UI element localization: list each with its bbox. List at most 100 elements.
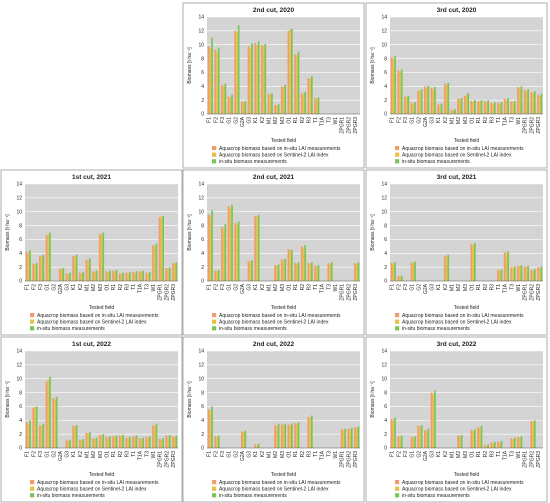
bar: [138, 438, 141, 448]
bar: [399, 71, 401, 114]
x-tick-label: G3: [65, 284, 71, 291]
y-tick-label: 6: [384, 237, 387, 243]
bar: [85, 259, 88, 281]
x-tick-label: W1: [516, 284, 522, 292]
x-tick-label: R1: [111, 451, 117, 458]
x-tick-label: G2: [416, 451, 422, 458]
bar: [314, 265, 316, 281]
x-tick-label: G2A: [58, 450, 64, 461]
chart-title: 3rd cut, 2022: [437, 341, 477, 348]
bar: [125, 272, 128, 281]
bar: [214, 49, 217, 114]
x-tick-label: G1: [45, 284, 51, 291]
bar: [138, 271, 141, 281]
bar: [82, 271, 85, 281]
bar: [242, 432, 245, 448]
bar: [39, 256, 41, 281]
bar: [35, 406, 38, 448]
x-tick-label: R1: [293, 451, 299, 458]
bar: [512, 102, 514, 114]
bar: [503, 98, 506, 114]
x-tick-label: G1: [410, 284, 416, 291]
x-tick-label: T1A: [503, 283, 509, 293]
bar: [474, 429, 476, 448]
bar: [234, 30, 237, 114]
bar: [414, 436, 416, 448]
bar: [434, 86, 436, 114]
bar: [497, 269, 499, 281]
x-tick-label: M3: [280, 451, 286, 458]
x-tick-label: M3: [463, 451, 469, 458]
x-tick-label: G2A: [240, 283, 246, 294]
y-tick-label: 2: [201, 98, 204, 104]
x-tick-label: F3: [403, 117, 409, 123]
x-tick-label: ZPGR3: [536, 451, 542, 468]
plot-area: [390, 351, 543, 448]
legend-label: Aquacrop biomass based on in-situ LAI me…: [219, 146, 341, 152]
bar: [447, 254, 450, 281]
bar: [315, 266, 318, 281]
bar: [394, 417, 396, 448]
bar: [254, 444, 257, 448]
bar: [500, 269, 503, 281]
x-tick-label: F2: [396, 284, 402, 290]
x-tick-label: G1: [410, 451, 416, 458]
x-tick-label: R3: [489, 117, 495, 124]
x-tick-label: F1: [207, 284, 213, 290]
x-tick-label: ZPGR2: [164, 451, 170, 468]
y-tick-label: 0: [201, 112, 204, 118]
x-tick-label: W1: [333, 451, 339, 459]
bar: [237, 221, 240, 281]
y-tick-label: 12: [381, 363, 387, 369]
bar: [498, 442, 501, 448]
bar: [427, 428, 430, 448]
bar: [503, 251, 506, 281]
bar: [304, 244, 307, 281]
bar: [460, 98, 463, 114]
bar: [390, 262, 393, 281]
bar: [513, 100, 516, 114]
x-tick-label: W1: [151, 284, 157, 292]
bar: [517, 86, 519, 114]
bar: [98, 233, 101, 281]
y-axis-label: Biomass [t·ha⁻¹]: [5, 214, 11, 251]
bar: [440, 103, 443, 114]
bar: [507, 98, 510, 114]
bar: [147, 273, 149, 281]
bar: [52, 398, 55, 448]
y-tick-label: 14: [381, 15, 387, 21]
bar: [397, 436, 400, 448]
bar: [247, 260, 250, 281]
y-tick-label: 4: [384, 84, 387, 90]
bar: [532, 270, 534, 281]
y-axis-label: Biomass [t·ha⁻¹]: [187, 214, 193, 251]
bar: [458, 99, 461, 114]
bar: [222, 86, 225, 114]
bar: [80, 273, 83, 281]
x-tick-label: M2: [456, 284, 462, 291]
y-tick-label: 8: [384, 56, 387, 62]
x-tick-label: ZPGR1: [340, 284, 346, 301]
bar: [463, 95, 466, 114]
bar: [168, 267, 171, 281]
x-tick-label: G2A: [240, 450, 246, 461]
bar: [540, 266, 543, 281]
bar: [102, 232, 105, 281]
bar: [330, 262, 333, 281]
bar: [87, 260, 90, 281]
y-tick-label: 14: [381, 349, 387, 355]
bar: [229, 207, 232, 281]
bar: [540, 93, 543, 114]
legend-swatch: [30, 313, 35, 318]
bar: [113, 436, 116, 448]
bar: [95, 270, 98, 281]
bar: [27, 253, 30, 281]
x-tick-label: M1: [450, 451, 456, 458]
bar: [307, 262, 310, 281]
x-axis-label: Tested field: [454, 138, 480, 144]
bar: [450, 109, 453, 114]
bar: [74, 426, 76, 448]
bar: [294, 54, 296, 114]
bar: [69, 439, 71, 448]
bar: [173, 436, 176, 448]
